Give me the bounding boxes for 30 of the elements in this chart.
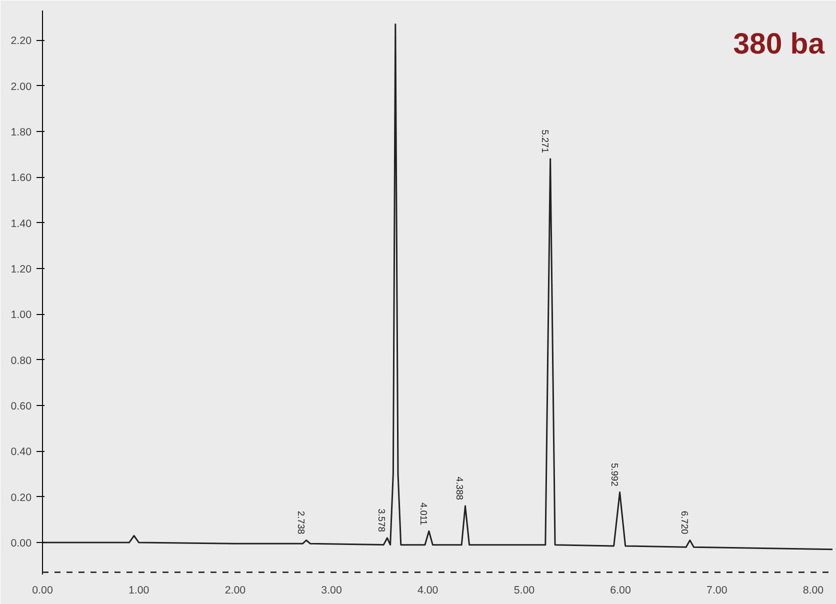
x-tick-label: 7.00 xyxy=(706,584,728,596)
y-tick-label: 1.40 xyxy=(10,218,32,230)
y-tick-label: 1.00 xyxy=(10,309,32,322)
annotation: 5.992 xyxy=(609,462,620,486)
y-tick-label: 0.40 xyxy=(10,446,32,458)
line-series xyxy=(42,23,832,550)
x-tick-label: 6.00 xyxy=(610,584,631,596)
y-tick-label: 1.20 xyxy=(10,264,32,276)
y-tick-label: 2.00 xyxy=(10,80,32,93)
y-tick-label: 1.80 xyxy=(10,126,32,139)
annotation: 4.011 xyxy=(418,502,428,526)
y-tick-label: 0.20 xyxy=(10,492,32,504)
x-tick-label: 4.00 xyxy=(417,584,438,596)
annotation: 3.578 xyxy=(376,508,387,532)
y-tick-label: 0.00 xyxy=(10,538,32,550)
y-tick-label: 0.80 xyxy=(10,354,32,367)
annotation: 380 ba xyxy=(733,28,826,60)
annotation: 4.388 xyxy=(454,476,465,500)
x-tick-label: 8.00 xyxy=(802,584,824,596)
x-tick-label: 1.00 xyxy=(128,584,150,596)
x-tick-label: 5.00 xyxy=(514,584,535,596)
y-tick-label: 0.60 xyxy=(10,400,32,413)
y-tick-label: 1.60 xyxy=(10,172,32,184)
annotation: 5.271 xyxy=(540,130,550,153)
x-tick-label: 2.00 xyxy=(224,584,246,596)
annotation: 2.738 xyxy=(296,510,306,534)
x-tick-label: 3.00 xyxy=(321,584,342,596)
y-tick-label: 2.20 xyxy=(10,35,32,48)
x-tick-label: 0.00 xyxy=(32,584,53,596)
annotation: 6.720 xyxy=(679,510,690,534)
